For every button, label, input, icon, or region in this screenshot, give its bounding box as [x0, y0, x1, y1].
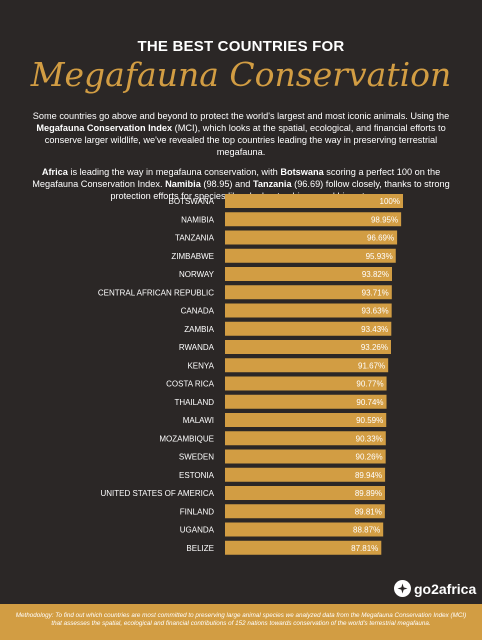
methodology-text: Methodology: To find out which countries…: [15, 612, 467, 627]
bar: [225, 376, 387, 391]
bar: [225, 194, 403, 208]
methodology-footer: Methodology: To find out which countries…: [0, 604, 482, 640]
value-label: 96.69%: [367, 234, 394, 243]
intro-bold-span: Megafauna Conservation Index: [36, 123, 173, 133]
category-label: RWANDA: [179, 343, 215, 352]
bar: [225, 449, 386, 464]
value-label: 88.87%: [353, 526, 380, 535]
intro-text-span: Some countries go above and beyond to pr…: [32, 111, 450, 121]
value-label: 87.81%: [351, 544, 378, 553]
intro-text-span: is leading the way in megafauna conserva…: [67, 167, 281, 177]
value-label: 90.77%: [356, 380, 383, 389]
bar: [225, 486, 386, 500]
value-label: 93.63%: [362, 307, 389, 316]
bar: [225, 413, 387, 427]
category-label: MALAWI: [183, 416, 214, 425]
category-label: BELIZE: [186, 544, 214, 553]
value-label: 89.94%: [355, 471, 382, 480]
page-kicker: THE BEST COUNTRIES FOR: [137, 38, 345, 55]
value-label: 93.26%: [361, 343, 388, 352]
category-label: MOZAMBIQUE: [159, 434, 214, 443]
bar: [225, 394, 387, 409]
value-label: 90.59%: [356, 416, 383, 425]
category-label: ZAMBIA: [184, 325, 214, 334]
bar: [225, 248, 396, 263]
bar: [225, 230, 398, 245]
bar: [225, 340, 392, 354]
category-label: UGANDA: [180, 526, 215, 535]
intro-text-span: scoring a perfect 100 on the Megafauna C…: [32, 167, 441, 189]
intro-bold-span: Namibia: [165, 179, 201, 189]
intro-bold-span: Africa: [41, 167, 68, 177]
brand-name: go2africa: [414, 580, 477, 597]
value-label: 93.43%: [361, 325, 388, 334]
intro-bold-span: Tanzania: [252, 179, 292, 189]
value-label: 100%: [380, 197, 400, 206]
compass-icon: [394, 580, 411, 597]
bar: [225, 303, 392, 318]
bar-chart: BOTSWANA 100% NAMIBIA 98.95% TANZANIA 96.69% Z…: [98, 194, 403, 555]
category-label: CENTRAL AFRICAN REPUBLIC: [98, 288, 214, 297]
page-title: Megafauna Conservation: [30, 55, 452, 94]
intro-text-span: (MCI), which looks at the spatial, ecolo…: [44, 123, 446, 157]
intro-text: Some countries go above and beyond to pr…: [22, 110, 460, 202]
bar: [225, 467, 386, 482]
category-label: UNITED STATES OF AMERICA: [101, 489, 215, 498]
category-label: SWEDEN: [179, 453, 214, 462]
category-label: NORWAY: [179, 270, 215, 279]
bar: [225, 358, 389, 373]
category-label: THAILAND: [174, 398, 214, 407]
category-label: BOTSWANA: [169, 197, 215, 206]
category-label: CANADA: [181, 307, 215, 316]
value-label: 89.89%: [355, 489, 382, 498]
category-label: ZIMBABWE: [171, 252, 214, 261]
category-label: ESTONIA: [179, 471, 215, 480]
bar: [225, 212, 402, 227]
value-label: 93.71%: [362, 288, 389, 297]
bar: [225, 522, 384, 537]
value-label: 93.82%: [362, 270, 389, 279]
header: THE BEST COUNTRIES FOR Megafauna Conserv…: [0, 0, 482, 93]
value-label: 89.81%: [355, 507, 382, 516]
bar: [225, 540, 382, 555]
value-label: 90.26%: [356, 453, 383, 462]
bar: [225, 504, 385, 519]
bar: [225, 267, 392, 281]
bar: [225, 285, 392, 300]
bar: [225, 321, 392, 336]
value-label: 98.95%: [371, 215, 398, 224]
category-label: COSTA RICA: [166, 380, 215, 389]
bar: [225, 431, 386, 446]
category-label: FINLAND: [180, 507, 214, 516]
value-label: 91.67%: [358, 361, 385, 370]
value-label: 90.74%: [356, 398, 383, 407]
intro-paragraph-1: Some countries go above and beyond to pr…: [22, 110, 460, 158]
category-label: TANZANIA: [175, 234, 215, 243]
intro-bold-span: Botswana: [280, 167, 324, 177]
brand-logo: go2africa: [394, 580, 476, 597]
category-label: KENYA: [187, 361, 214, 370]
value-label: 95.93%: [366, 252, 393, 261]
category-label: NAMIBIA: [181, 215, 215, 224]
value-label: 90.33%: [356, 434, 383, 443]
intro-text-span: (98.95) and: [200, 179, 253, 189]
